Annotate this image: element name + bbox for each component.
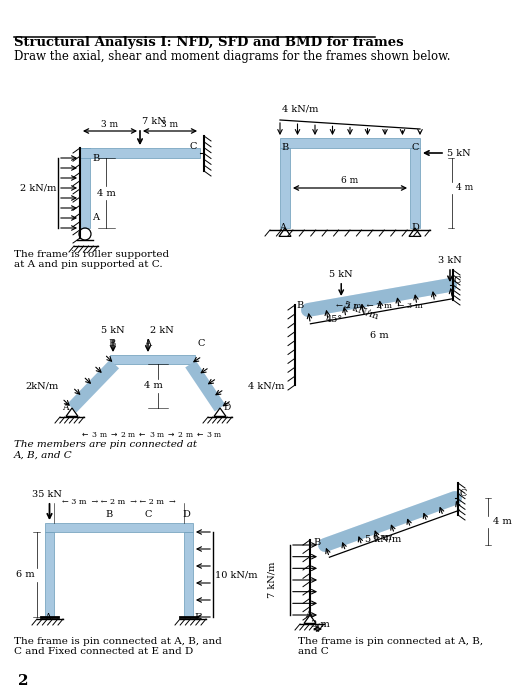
Text: A: A xyxy=(92,213,99,222)
Text: A: A xyxy=(279,223,286,232)
Text: 5 kN: 5 kN xyxy=(101,326,125,335)
Text: C: C xyxy=(197,339,204,348)
Text: A: A xyxy=(305,610,312,619)
FancyBboxPatch shape xyxy=(280,148,290,228)
Text: Structural Analysis I: NFD, SFD and BMD for frames: Structural Analysis I: NFD, SFD and BMD … xyxy=(14,36,404,49)
Text: 4 m: 4 m xyxy=(144,382,162,391)
Text: D: D xyxy=(182,510,190,519)
Text: 4 kN/m: 4 kN/m xyxy=(282,105,318,114)
Text: B: B xyxy=(296,301,303,310)
Text: 3 m: 3 m xyxy=(102,120,118,129)
Text: $\leftarrow$ 3 m $\rightarrow$ 2 m $\leftarrow$ 3 m $\rightarrow$ 2 m $\leftarro: $\leftarrow$ 3 m $\rightarrow$ 2 m $\lef… xyxy=(79,430,222,439)
Text: 2kN/m: 2kN/m xyxy=(25,382,59,391)
Text: 4 m: 4 m xyxy=(493,517,512,526)
Text: A: A xyxy=(44,613,51,622)
FancyBboxPatch shape xyxy=(280,138,420,148)
Text: 2 kN: 2 kN xyxy=(150,326,174,335)
Text: C: C xyxy=(459,489,467,498)
Text: 7 kN: 7 kN xyxy=(142,117,166,126)
FancyBboxPatch shape xyxy=(184,532,193,617)
Text: 4 kN/m: 4 kN/m xyxy=(248,382,285,391)
Text: B: B xyxy=(281,143,288,152)
Text: 5 kN/m: 5 kN/m xyxy=(343,300,380,321)
Text: 3 kN: 3 kN xyxy=(438,256,462,265)
Text: 6 m: 6 m xyxy=(16,570,34,579)
Text: D: D xyxy=(223,403,230,412)
Text: ← 3 m  → ← 2 m  → ← 2 m  →: ← 3 m → ← 2 m → ← 2 m → xyxy=(62,498,176,506)
Text: ← 2 m  ← 2 m  ← 3 m: ← 2 m ← 2 m ← 3 m xyxy=(335,302,422,309)
Text: Draw the axial, shear and moment diagrams for the frames shown below.: Draw the axial, shear and moment diagram… xyxy=(14,50,451,63)
Text: 5 kN: 5 kN xyxy=(330,270,353,279)
Text: The frame is pin connected at A, B, and
C and Fixed connected at E and D: The frame is pin connected at A, B, and … xyxy=(14,637,222,657)
Text: A: A xyxy=(62,403,68,412)
Text: 5 kN/m: 5 kN/m xyxy=(365,534,401,543)
Text: 4 m: 4 m xyxy=(456,183,473,192)
Text: The members are pin connected at
A, B, and C: The members are pin connected at A, B, a… xyxy=(14,440,197,459)
Text: B: B xyxy=(313,538,320,547)
Text: C: C xyxy=(145,510,152,519)
Text: 2 kN/m: 2 kN/m xyxy=(20,183,56,192)
Text: 6 m: 6 m xyxy=(373,533,391,542)
Text: 2: 2 xyxy=(18,674,29,688)
Text: 3 m: 3 m xyxy=(311,620,330,629)
Text: D: D xyxy=(411,223,419,232)
Text: C: C xyxy=(412,143,419,152)
Text: C: C xyxy=(190,142,197,151)
FancyBboxPatch shape xyxy=(45,523,193,532)
Text: 35 kN: 35 kN xyxy=(32,490,61,499)
Text: A: A xyxy=(144,339,151,348)
FancyBboxPatch shape xyxy=(410,148,420,228)
Text: 6 m: 6 m xyxy=(370,331,388,340)
Text: The frame is roller supported
at A and pin supported at C.: The frame is roller supported at A and p… xyxy=(14,250,169,270)
FancyBboxPatch shape xyxy=(80,148,90,228)
Text: 6 m: 6 m xyxy=(341,176,359,185)
Text: 45°: 45° xyxy=(326,315,343,324)
FancyBboxPatch shape xyxy=(110,355,195,364)
Text: 10 kN/m: 10 kN/m xyxy=(215,570,258,579)
FancyBboxPatch shape xyxy=(45,532,54,617)
Text: E: E xyxy=(194,613,201,622)
Text: 5 kN: 5 kN xyxy=(447,148,471,158)
Text: B: B xyxy=(92,154,99,163)
Text: B: B xyxy=(106,510,113,519)
Text: 7 kN/m: 7 kN/m xyxy=(268,562,277,598)
Text: 3 m: 3 m xyxy=(161,120,179,129)
Text: C: C xyxy=(453,276,460,285)
Text: B: B xyxy=(108,339,115,348)
FancyBboxPatch shape xyxy=(80,148,200,158)
Text: The frame is pin connected at A, B,
and C: The frame is pin connected at A, B, and … xyxy=(298,637,483,657)
Text: 4 m: 4 m xyxy=(97,188,115,197)
